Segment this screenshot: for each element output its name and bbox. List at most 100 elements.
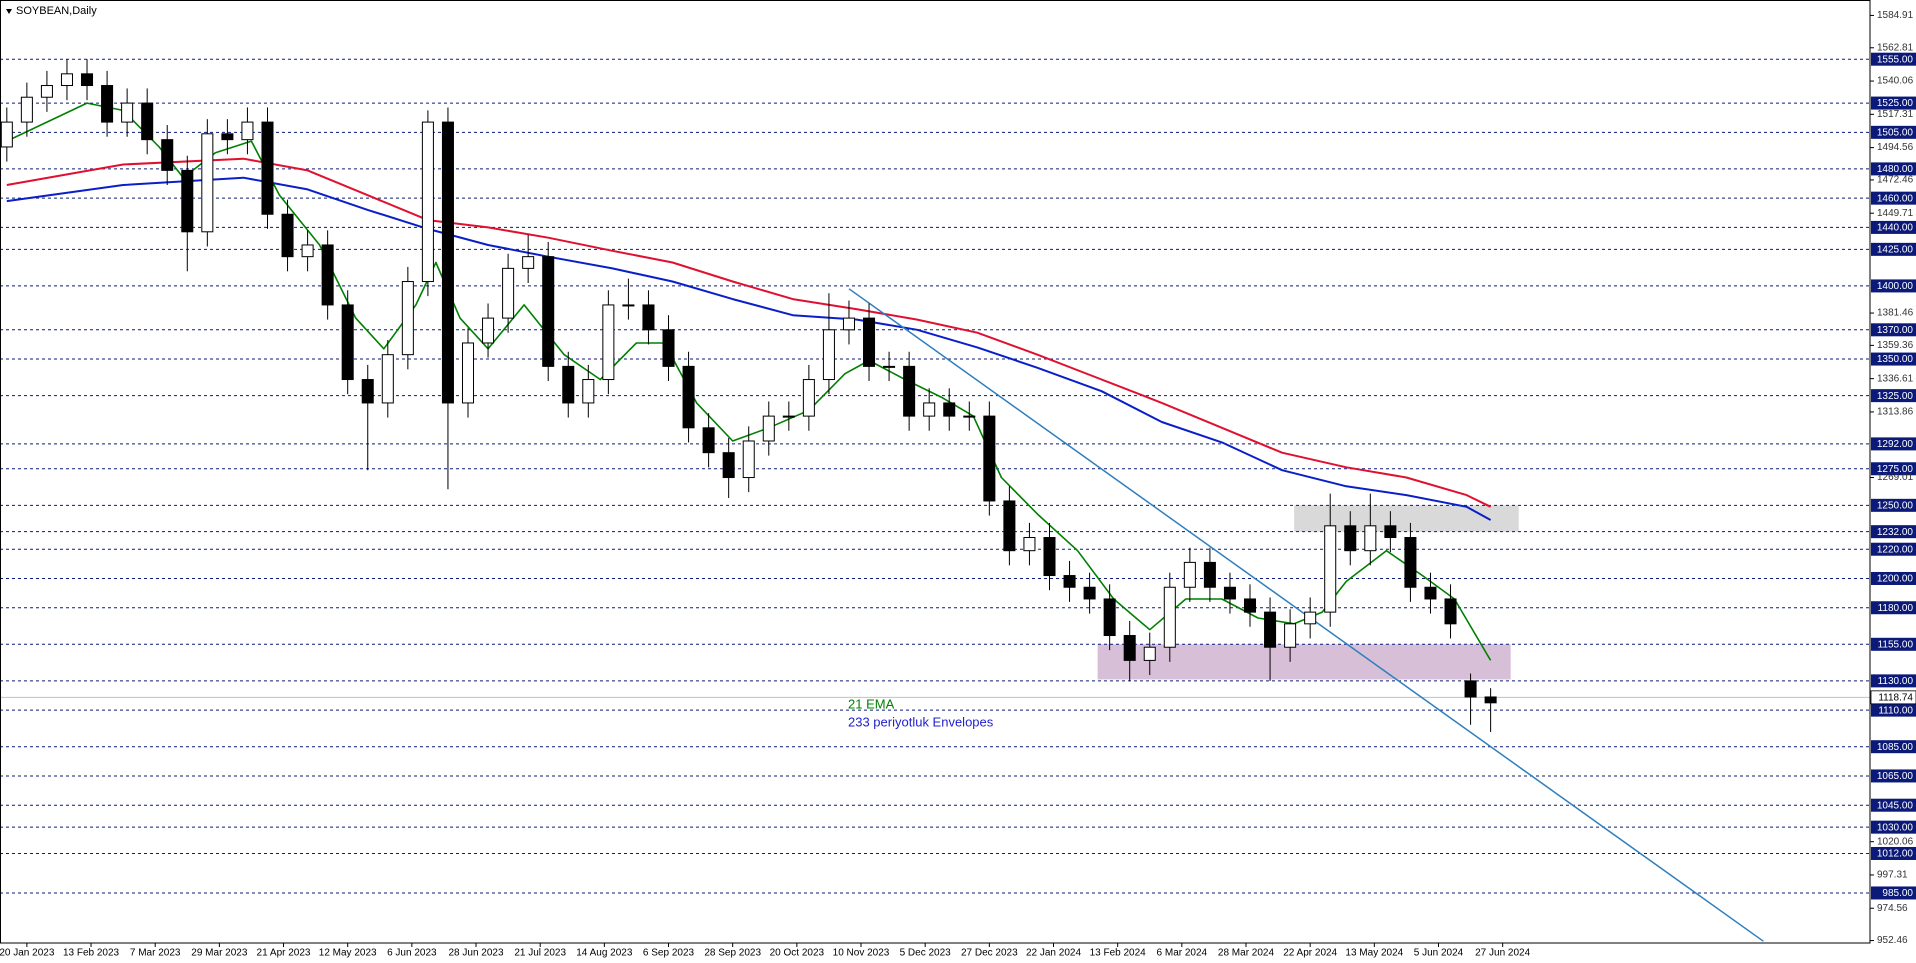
candle-body [903,365,916,417]
level-label: 1460.00 [1877,193,1914,204]
level-label-box [1871,769,1916,783]
candle-body [742,440,755,479]
x-tick-label: 20 Oct 2023 [770,948,825,959]
y-tick-label: 1472.46 [1877,175,1914,186]
x-tick-label: 6 Jun 2023 [387,948,437,959]
candle-body [321,244,334,306]
x-tick-label: 20 Jan 2023 [0,948,55,959]
envelope-lower [6,176,1492,521]
level-label-box [1871,637,1916,651]
candle-body [301,244,314,258]
level-label-box [1871,674,1916,688]
title-arrow [6,9,12,14]
chart-title: SOYBEAN,Daily [16,5,97,17]
candle-body [983,415,996,502]
candle-body [1364,525,1377,552]
level-label: 1200.00 [1877,574,1914,585]
level-label: 1525.00 [1877,98,1914,109]
candle-body [1063,575,1076,588]
candle-body [562,365,575,404]
candle-body [1203,561,1216,588]
x-tick-label: 14 Aug 2023 [576,948,633,959]
level-label-box [1871,389,1916,403]
candle-body [40,85,53,98]
candle-body [1123,635,1136,661]
x-tick-label: 22 Jan 2024 [1026,948,1081,959]
level-label: 1130.00 [1878,676,1914,687]
level-label: 1292.00 [1877,439,1914,450]
level-label: 1030.00 [1877,822,1914,833]
plot-frame [0,0,1871,944]
x-tick-label: 28 Mar 2024 [1218,948,1275,959]
candle-body [963,415,976,418]
candle-body [1484,696,1497,704]
candle-body [1023,537,1036,552]
candle-body [1003,500,1016,552]
level-label-box [1871,352,1916,366]
candle-body [863,317,876,367]
candle-body [81,73,94,87]
candle-body [1404,537,1417,588]
level-label: 1440.00 [1877,223,1914,234]
candle-body [1304,611,1317,625]
level-label-box [1871,52,1916,66]
candle-body [1223,586,1236,600]
y-tick-label: 1381.46 [1877,308,1914,319]
candle-body [822,329,835,381]
level-label-box [1871,279,1916,293]
level-label-box [1871,96,1916,110]
candle-body [662,329,675,367]
level-label: 1480.00 [1877,164,1914,175]
axes: 1555.00 1525.00 1505.00 1480.00 1460.00 1440.… [0,10,1916,959]
level-label-box [1871,571,1916,585]
candle-body [622,304,635,307]
x-tick-label: 5 Dec 2023 [900,948,952,959]
candle-body [1324,525,1337,613]
candle-body [1464,680,1477,698]
candle-body [1083,586,1096,600]
candle-body [883,365,896,368]
y-tick-label: 1584.91 [1877,10,1914,21]
y-tick-label: 952.46 [1877,935,1908,946]
level-label-box [1871,886,1916,900]
candle-body [221,133,234,141]
candle-body [20,96,33,123]
x-tick-label: 22 Apr 2024 [1283,948,1337,959]
candle-body [1183,561,1196,588]
envelope-upper [6,157,1492,508]
x-tick-label: 28 Sep 2023 [704,948,761,959]
level-label: 1370.00 [1877,325,1914,336]
level-label: 1155.00 [1878,639,1914,650]
candle-body [421,121,434,283]
candles [0,59,1497,733]
y-tick-label: 1562.81 [1877,42,1914,53]
candle-body [1103,598,1116,637]
levels [0,58,1870,894]
last-price-box [1870,690,1916,705]
zones [1097,505,1519,680]
candle-body [101,85,114,123]
level-label: 1232.00 [1877,527,1914,538]
level-label: 1425.00 [1877,244,1914,255]
candle-body [502,267,515,319]
candle-body [642,304,655,331]
candle-body [1344,525,1357,552]
candle-body [582,379,595,404]
candle-body [261,121,274,215]
envelope-annotation: 233 periyotluk Envelopes [848,714,994,729]
candle-body [923,402,936,417]
candle-body [1384,525,1397,539]
candle-body [482,317,495,344]
candle-body [682,365,695,429]
level-label: 1505.00 [1877,127,1914,138]
candle-body [1284,623,1297,648]
x-tick-label: 10 Nov 2023 [833,948,890,959]
level-label-box [1871,462,1916,476]
level-label: 1012.00 [1877,849,1914,860]
candle-body [1264,611,1277,648]
level-label-box [1871,740,1916,754]
ema-annotation: 21 EMA [848,696,895,711]
y-tick-label: 1336.61 [1877,373,1914,384]
level-label-box [1871,125,1916,139]
